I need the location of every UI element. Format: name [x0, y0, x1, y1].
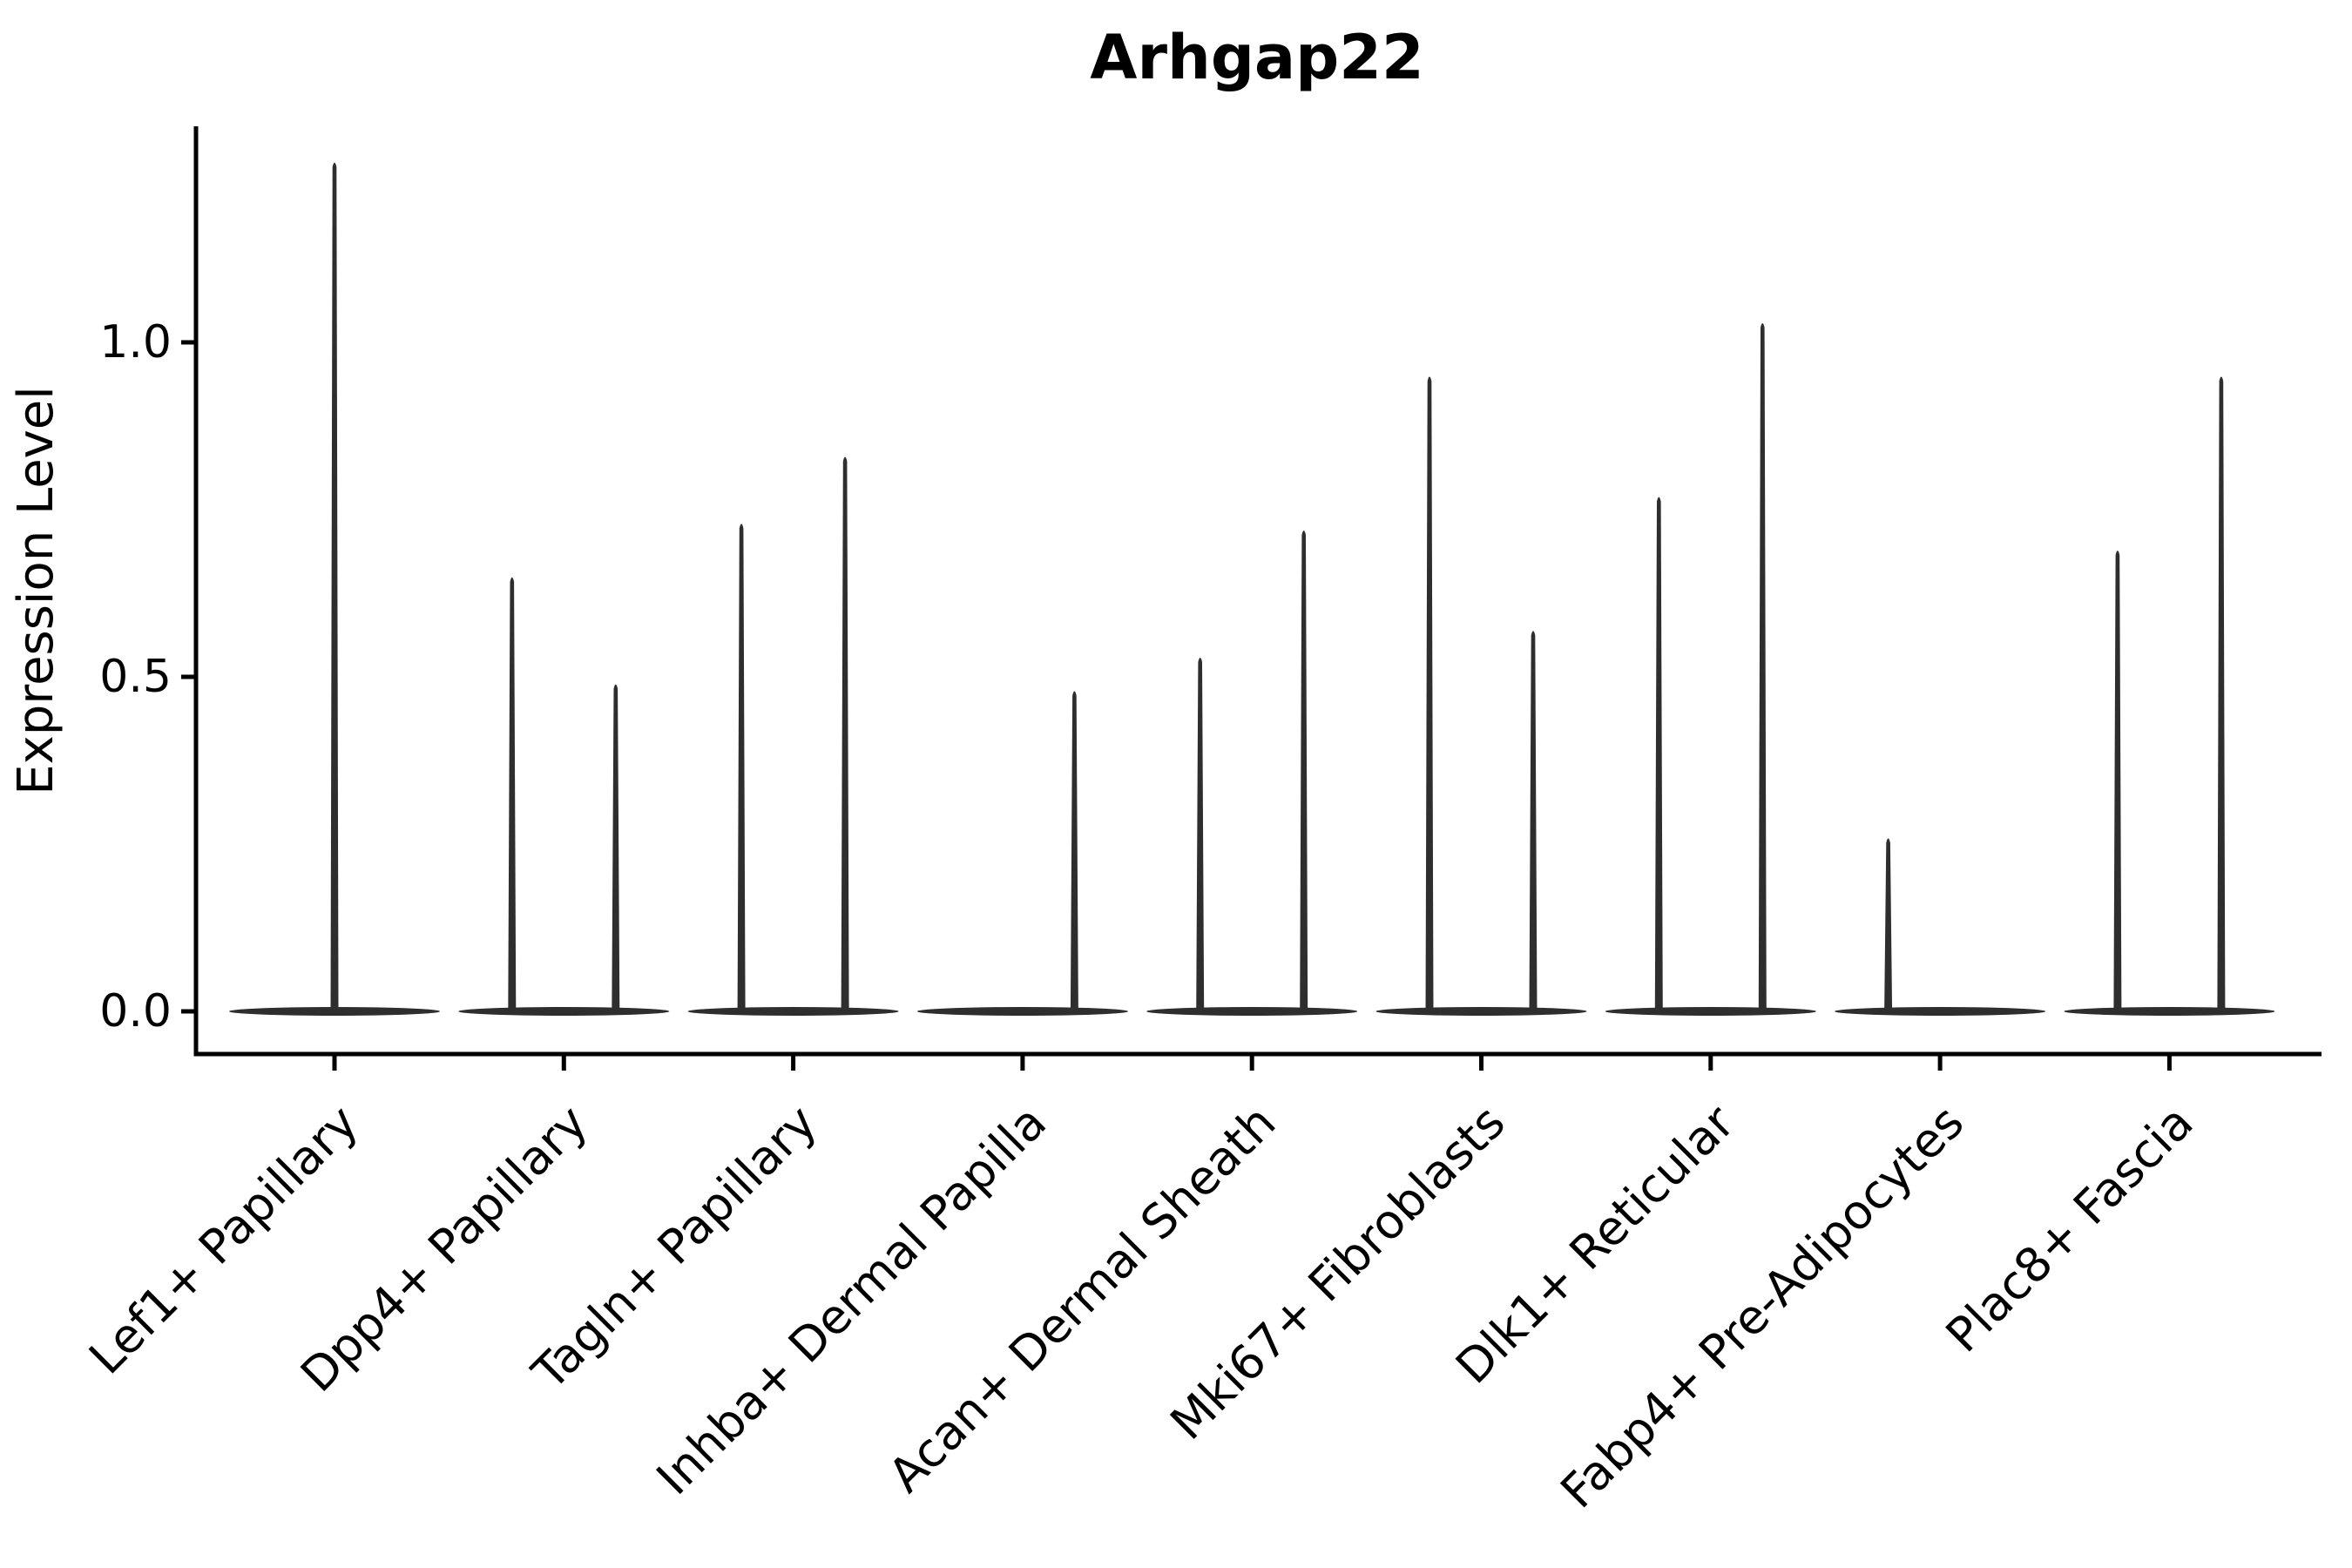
- x-tick-label: Inhba+ Dermal Papilla: [646, 1095, 1057, 1505]
- violin-spike: [841, 456, 849, 1013]
- x-tick-label: Fabp4+ Pre-Adipocytes: [1550, 1095, 1974, 1519]
- violin-base: [687, 1007, 899, 1016]
- violin-spike: [1300, 531, 1308, 1013]
- y-tick-label: 1.0: [99, 316, 172, 368]
- violin-spike: [1070, 691, 1078, 1013]
- chart-title: Arhgap22: [1090, 22, 1423, 93]
- violin-base: [1605, 1007, 1816, 1016]
- violin-spike: [2113, 551, 2122, 1013]
- y-tick-label: 0.0: [99, 985, 172, 1037]
- violin-spike: [1529, 631, 1538, 1013]
- y-axis-title: Expression Level: [8, 386, 64, 795]
- violin-base: [458, 1007, 670, 1016]
- violin-base: [1835, 1007, 2046, 1016]
- violin-base: [916, 1007, 1128, 1016]
- y-tick-label: 0.5: [99, 651, 172, 703]
- violin-spike: [737, 524, 746, 1013]
- violin-spike: [508, 577, 517, 1013]
- violin-spike: [1196, 657, 1205, 1013]
- violin-base: [1375, 1007, 1587, 1016]
- violin-spike: [1425, 376, 1434, 1013]
- violin-spike: [1654, 497, 1663, 1013]
- violin-base: [2064, 1007, 2275, 1016]
- violin-base: [1146, 1007, 1358, 1016]
- violin-spike: [2217, 376, 2226, 1013]
- x-tick-label: Acan+ Dermal Sheath: [878, 1095, 1286, 1503]
- violin-spike: [1884, 838, 1893, 1013]
- x-tick-label: Plac8+ Fascia: [1936, 1095, 2204, 1363]
- violin-spike: [612, 684, 620, 1013]
- violin-spike: [330, 162, 339, 1013]
- violin-spike: [1758, 322, 1767, 1014]
